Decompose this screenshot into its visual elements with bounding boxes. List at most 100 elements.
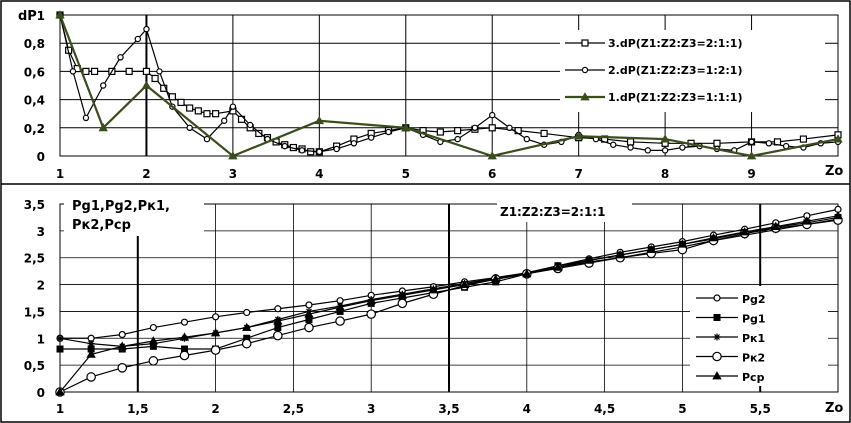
data-point [86,349,96,358]
data-point [55,387,65,396]
x-tick-label: 9 [747,167,755,181]
legend-box [560,30,825,112]
data-point [90,67,99,76]
x-tick-label: 1 [56,167,64,181]
x-tick-label: 1,5 [127,402,148,416]
data-point [100,82,107,89]
x-tick-label: 7 [574,167,582,181]
data-point [428,285,439,294]
data-point [644,147,652,154]
data-point [522,269,532,278]
data-point [397,290,408,299]
data-point [304,322,314,333]
data-point [833,134,843,143]
y-tick-label: 2,5 [24,252,45,266]
data-point [273,316,283,325]
data-point [471,124,479,132]
legend-marker [712,351,722,362]
data-point [212,110,220,118]
data-point [746,151,757,160]
data-point [397,298,408,309]
data-point [82,114,90,122]
legend-marker [713,333,721,341]
data-point [274,305,282,313]
data-point [366,295,376,305]
data-point [802,216,812,225]
y-tick-label: 1,5 [24,305,45,319]
data-point [87,340,95,348]
data-point [242,322,252,331]
data-point [117,54,124,61]
data-point [454,135,461,143]
data-point [506,124,513,132]
x-tick-label: 5,5 [750,402,771,416]
data-point [713,139,721,147]
y-tick-label: 1 [37,9,45,23]
legend-label-1: 3.dP(Z1:Z2:Z3=2:1:1) [608,37,743,50]
data-point [459,279,470,288]
data-point [203,135,211,143]
legend-label-3: Pк1 [742,332,765,345]
data-point [660,134,670,143]
y-tick-label: 0 [37,150,45,164]
data-point [573,131,584,140]
y-tick-label: 0 [37,386,45,400]
data-point [148,356,159,366]
data-point [765,140,773,147]
x-axis-title: Zo [825,401,843,416]
data-point [368,134,375,141]
data-point [305,301,313,309]
x-tick-label: 4 [523,402,531,416]
data-point [56,334,64,342]
data-point [98,122,108,132]
y-tick-label: 3 [37,225,45,239]
legend-marker [581,39,589,47]
data-point [180,318,189,326]
data-point [584,255,594,264]
y-title-box [64,192,204,236]
data-point [401,122,411,132]
data-point [246,121,254,129]
data-point [156,68,163,75]
data-point [82,67,90,76]
data-point [210,345,221,355]
data-point [151,74,159,83]
data-point [203,110,211,118]
data-point [281,142,288,150]
data-point [179,350,190,361]
data-point [661,147,669,154]
data-point [194,107,202,115]
x-tick-label: 2,5 [283,402,304,416]
data-point [298,147,306,154]
data-point [488,124,496,132]
annotation-ratio: Z1:Z2:Z3=2:1:1 [500,205,605,219]
data-point [523,135,531,143]
data-point [799,135,808,143]
data-point [118,330,126,339]
data-point [141,80,152,89]
data-point [385,128,392,136]
y-tick-label: 1 [37,332,45,346]
data-point [540,129,548,138]
x-tick-label: 8 [661,167,669,181]
y-axis-title: dP [18,9,37,24]
series-line-4 [59,219,839,393]
x-tick-label: 3 [229,167,237,181]
x-tick-label: 2 [211,402,219,416]
data-point [553,262,563,271]
data-point [212,313,220,321]
data-point [366,309,376,319]
data-point [487,151,497,160]
x-tick-label: 3 [367,402,375,416]
data-point [335,316,345,326]
y-tick-label: 0,2 [24,122,45,136]
data-point [56,345,64,353]
data-point [55,10,65,19]
legend-label-3: 1.dP(Z1:Z2:Z3=1:1:1) [608,91,743,104]
data-point [304,309,314,318]
series-line-5 [59,215,839,393]
legend-marker [713,294,721,302]
data-point [333,145,340,153]
y-axis-title: Pg1,Pg2,Pк1, Pк2,Pср [72,199,170,233]
